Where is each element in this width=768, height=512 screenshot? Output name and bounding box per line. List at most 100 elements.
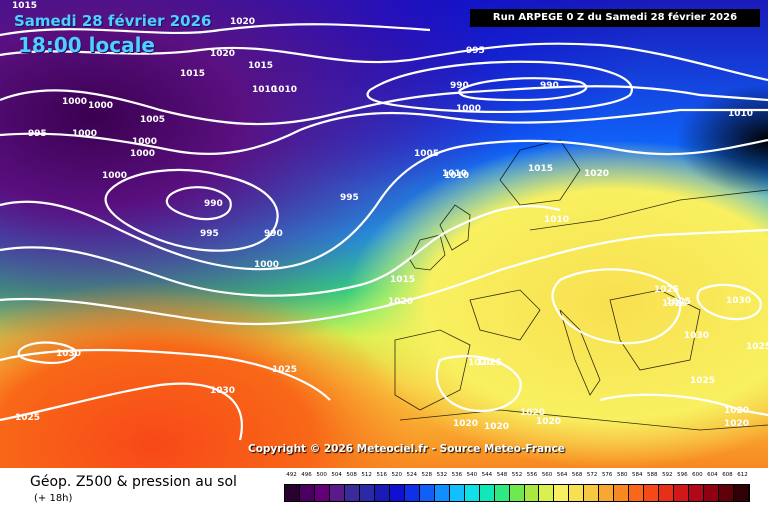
scale-swatch xyxy=(614,485,630,501)
scale-swatch xyxy=(404,485,420,501)
isobar-label: 1020 xyxy=(468,358,493,368)
scale-tick-label: 552 xyxy=(511,472,523,478)
isobar-label: 1000 xyxy=(88,101,113,111)
isobar-label: 1025 xyxy=(272,365,297,375)
isobar-label: 1000 xyxy=(102,171,127,181)
scale-tick-label: 504 xyxy=(331,472,342,478)
isobar-label: 995 xyxy=(340,193,359,203)
scale-swatch xyxy=(524,485,540,501)
isobar-label: 1025 xyxy=(662,299,687,309)
isobar-label: 1020 xyxy=(230,17,255,27)
scale-swatch xyxy=(434,485,450,501)
isobar-label: 1005 xyxy=(414,149,439,159)
isobar-label: 990 xyxy=(264,229,283,239)
isobar-label: 1010 xyxy=(728,109,753,119)
isobar-label: 1000 xyxy=(456,104,481,114)
scale-tick-label: 536 xyxy=(451,472,463,478)
isobar-label: 1020 xyxy=(388,297,413,307)
forecast-date: Samedi 28 février 2026 xyxy=(14,12,212,30)
scale-swatch xyxy=(509,485,525,501)
isobar-label: 1010 xyxy=(272,85,297,95)
isobar-label: 1020 xyxy=(584,169,609,179)
scale-tick-label: 516 xyxy=(376,472,387,478)
scale-swatch xyxy=(599,485,615,501)
scale-tick-label: 588 xyxy=(647,472,658,478)
scale-tick-label: 544 xyxy=(481,472,493,478)
scale-swatch xyxy=(314,485,330,501)
copyright-notice: Copyright © 2026 Meteociel.fr - Source M… xyxy=(248,443,565,455)
isobar-label: 1025 xyxy=(690,376,715,386)
isobar-lines xyxy=(0,23,768,441)
isobar-label: 1005 xyxy=(140,115,165,125)
isobar-label: 1015 xyxy=(12,1,37,11)
isobar-label: 1020 xyxy=(453,419,478,429)
isobar-label: 990 xyxy=(450,81,469,91)
isobar-label: 1015 xyxy=(180,69,205,79)
coastlines xyxy=(394,139,768,431)
scale-tick-label: 560 xyxy=(541,472,553,478)
scale-tick-label: 592 xyxy=(662,472,673,478)
scale-tick-label: 492 xyxy=(286,472,297,478)
scale-tick-label: 548 xyxy=(496,472,508,478)
legend-title: Géop. Z500 & pression au sol xyxy=(30,474,237,490)
isobar-label: 1000 xyxy=(62,97,87,107)
isobar-label: 1025 xyxy=(666,297,691,307)
isobar-label: 1020 xyxy=(520,408,545,418)
isobar-label: 1025 xyxy=(746,342,768,352)
isobar-label: 1000 xyxy=(132,137,157,147)
scale-swatch xyxy=(584,485,600,501)
scale-tick-label: 604 xyxy=(707,472,718,478)
scale-swatch xyxy=(704,485,720,501)
isobar-label: 995 xyxy=(28,129,47,139)
scale-tick-label: 532 xyxy=(436,472,448,478)
scale-swatch xyxy=(344,485,360,501)
isobar-label: 1030 xyxy=(726,296,751,306)
scale-tick-label: 576 xyxy=(601,472,613,478)
isobar-label: 1020 xyxy=(484,422,509,432)
scale-tick-label: 556 xyxy=(526,472,538,478)
scale-swatch xyxy=(285,485,300,501)
isobar-label: 1025 xyxy=(477,358,502,368)
scale-swatch xyxy=(479,485,495,501)
isobar-label: 1010 xyxy=(252,85,277,95)
scale-labels: 492 496 500 504 508 512 516 520 524 528 532 536 540 5… xyxy=(282,472,752,482)
scale-tick-label: 612 xyxy=(737,472,748,478)
scale-tick-label: 596 xyxy=(677,472,688,478)
scale-swatch xyxy=(449,485,465,501)
scale-swatch xyxy=(644,485,660,501)
isobar-label: 1010 xyxy=(442,169,467,179)
isobar-label: 1010 xyxy=(444,171,469,181)
scale-swatch xyxy=(719,485,735,501)
isobar-label: 1015 xyxy=(390,275,415,285)
scale-tick-label: 508 xyxy=(346,472,357,478)
isobar-label: 1030 xyxy=(210,386,235,396)
scale-swatch xyxy=(674,485,690,501)
isobar-label: 1030 xyxy=(684,331,709,341)
isobar-label: 1020 xyxy=(536,417,561,427)
scale-swatch xyxy=(569,485,585,501)
scale-swatch xyxy=(374,485,390,501)
scale-tick-label: 600 xyxy=(692,472,703,478)
isobar-label: 1015 xyxy=(528,164,553,174)
forecast-offset: (+ 18h) xyxy=(34,493,73,504)
isobar-label: 1000 xyxy=(254,260,279,270)
scale-swatch xyxy=(299,485,315,501)
legend-footer: Géop. Z500 & pression au sol (+ 18h) 492… xyxy=(0,468,768,512)
scale-tick-label: 520 xyxy=(391,472,402,478)
forecast-time: 18:00 locale xyxy=(18,33,155,57)
scale-swatch xyxy=(389,485,405,501)
isobar-label: 1025 xyxy=(15,413,40,423)
scale-tick-label: 540 xyxy=(466,472,478,478)
scale-swatch xyxy=(539,485,555,501)
scale-swatch xyxy=(464,485,480,501)
scale-tick-label: 496 xyxy=(301,472,312,478)
isobar-label: 990 xyxy=(540,81,559,91)
scale-swatch xyxy=(419,485,435,501)
isobar-label: 1015 xyxy=(248,61,273,71)
scale-swatch xyxy=(629,485,645,501)
isobar-label: 1000 xyxy=(72,129,97,139)
isobar-label: 990 xyxy=(204,199,223,209)
scale-swatch xyxy=(734,485,750,501)
